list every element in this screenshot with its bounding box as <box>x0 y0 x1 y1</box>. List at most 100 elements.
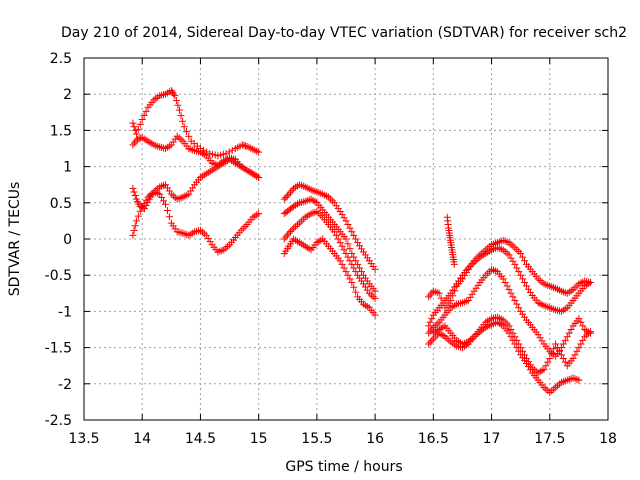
data-point-marker <box>428 315 436 323</box>
data-point-marker <box>175 106 183 114</box>
x-tick-label: 16 <box>366 431 384 447</box>
data-point-marker <box>350 283 358 291</box>
data-point-marker <box>280 235 288 243</box>
data-point-marker <box>573 347 581 355</box>
y-tick-label: -2.5 <box>45 413 72 429</box>
data-point-marker <box>344 271 352 279</box>
data-point-marker <box>179 117 187 125</box>
data-point-marker <box>548 387 556 395</box>
data-point-marker <box>196 226 204 234</box>
data-point-marker <box>280 195 288 203</box>
data-point-marker <box>332 231 340 239</box>
series-s13 <box>429 318 583 396</box>
data-point-marker <box>130 139 138 147</box>
data-point-marker <box>536 334 544 342</box>
data-point-marker <box>255 148 263 156</box>
data-point-marker <box>228 146 236 154</box>
data-point-marker <box>358 245 366 253</box>
data-point-marker <box>433 320 441 328</box>
data-point-marker <box>340 214 348 222</box>
y-axis-label: SDTVAR / TECUs <box>7 182 23 297</box>
data-point-marker <box>177 136 185 144</box>
data-point-marker <box>371 311 379 319</box>
data-point-marker <box>163 207 171 215</box>
data-point-marker <box>334 235 342 243</box>
data-point-marker <box>286 188 294 196</box>
data-point-marker <box>563 333 571 341</box>
series-s5 <box>280 181 379 273</box>
data-point-marker <box>521 278 529 286</box>
data-point-marker <box>348 260 356 268</box>
data-point-marker <box>175 134 183 142</box>
data-point-marker <box>288 226 296 234</box>
y-tick-label: 0.5 <box>50 196 72 212</box>
data-point-marker <box>328 197 336 205</box>
data-point-marker <box>172 96 180 104</box>
data-point-marker <box>509 336 517 344</box>
data-point-marker <box>286 228 294 236</box>
data-point-marker <box>165 187 173 195</box>
data-point-marker <box>575 344 583 352</box>
y-tick-label: -1 <box>58 304 72 320</box>
data-point-marker <box>369 293 377 301</box>
data-point-marker <box>346 224 354 232</box>
data-point-marker <box>130 123 138 131</box>
data-point-marker <box>206 238 214 246</box>
data-point-marker <box>152 142 160 150</box>
x-tick-label: 15.5 <box>301 431 332 447</box>
data-point-marker <box>509 257 517 265</box>
data-point-marker <box>187 145 195 153</box>
data-point-marker <box>222 150 230 158</box>
data-point-marker <box>505 329 513 337</box>
series-s1 <box>129 87 263 160</box>
data-point-marker <box>131 126 139 134</box>
data-point-marker <box>283 231 291 239</box>
data-point-marker <box>425 322 433 330</box>
data-point-marker <box>282 233 290 241</box>
data-point-marker <box>354 239 362 247</box>
data-point-marker <box>495 244 503 252</box>
data-point-marker <box>511 260 519 268</box>
data-point-marker <box>513 300 521 308</box>
data-point-marker <box>189 146 197 154</box>
data-point-marker <box>138 116 146 124</box>
series-s12 <box>425 313 595 377</box>
data-point-marker <box>346 257 354 265</box>
data-point-marker <box>431 288 439 296</box>
data-point-marker <box>555 347 563 355</box>
data-point-marker <box>507 289 515 297</box>
data-point-marker <box>435 289 443 297</box>
data-point-marker <box>449 286 457 294</box>
data-point-marker <box>295 219 303 227</box>
data-point-marker <box>491 267 499 275</box>
data-point-marker <box>499 275 507 283</box>
data-point-marker <box>501 278 509 286</box>
data-point-marker <box>170 90 178 98</box>
data-point-marker <box>346 245 354 253</box>
data-point-marker <box>513 264 521 272</box>
data-point-marker <box>142 107 150 115</box>
data-point-marker <box>426 318 434 326</box>
data-point-marker <box>546 388 554 396</box>
x-tick-label: 13.5 <box>68 431 99 447</box>
series-s8 <box>280 235 379 319</box>
data-point-marker <box>425 293 433 301</box>
data-point-marker <box>340 264 348 272</box>
data-point-marker <box>361 283 369 291</box>
data-point-marker <box>579 336 587 344</box>
data-point-marker <box>154 189 162 197</box>
data-point-marker <box>344 253 352 261</box>
data-point-marker <box>285 190 293 198</box>
data-point-marker <box>540 365 548 373</box>
data-point-marker <box>587 328 595 336</box>
data-point-marker <box>140 111 148 119</box>
data-point-marker <box>162 200 170 208</box>
data-point-marker <box>352 268 360 276</box>
data-point-marker <box>367 291 375 299</box>
data-point-marker <box>548 350 556 358</box>
data-point-marker <box>554 344 562 352</box>
data-point-marker <box>134 125 142 133</box>
series-s11 <box>425 265 595 360</box>
data-point-marker <box>569 354 577 362</box>
data-point-marker <box>198 228 206 236</box>
